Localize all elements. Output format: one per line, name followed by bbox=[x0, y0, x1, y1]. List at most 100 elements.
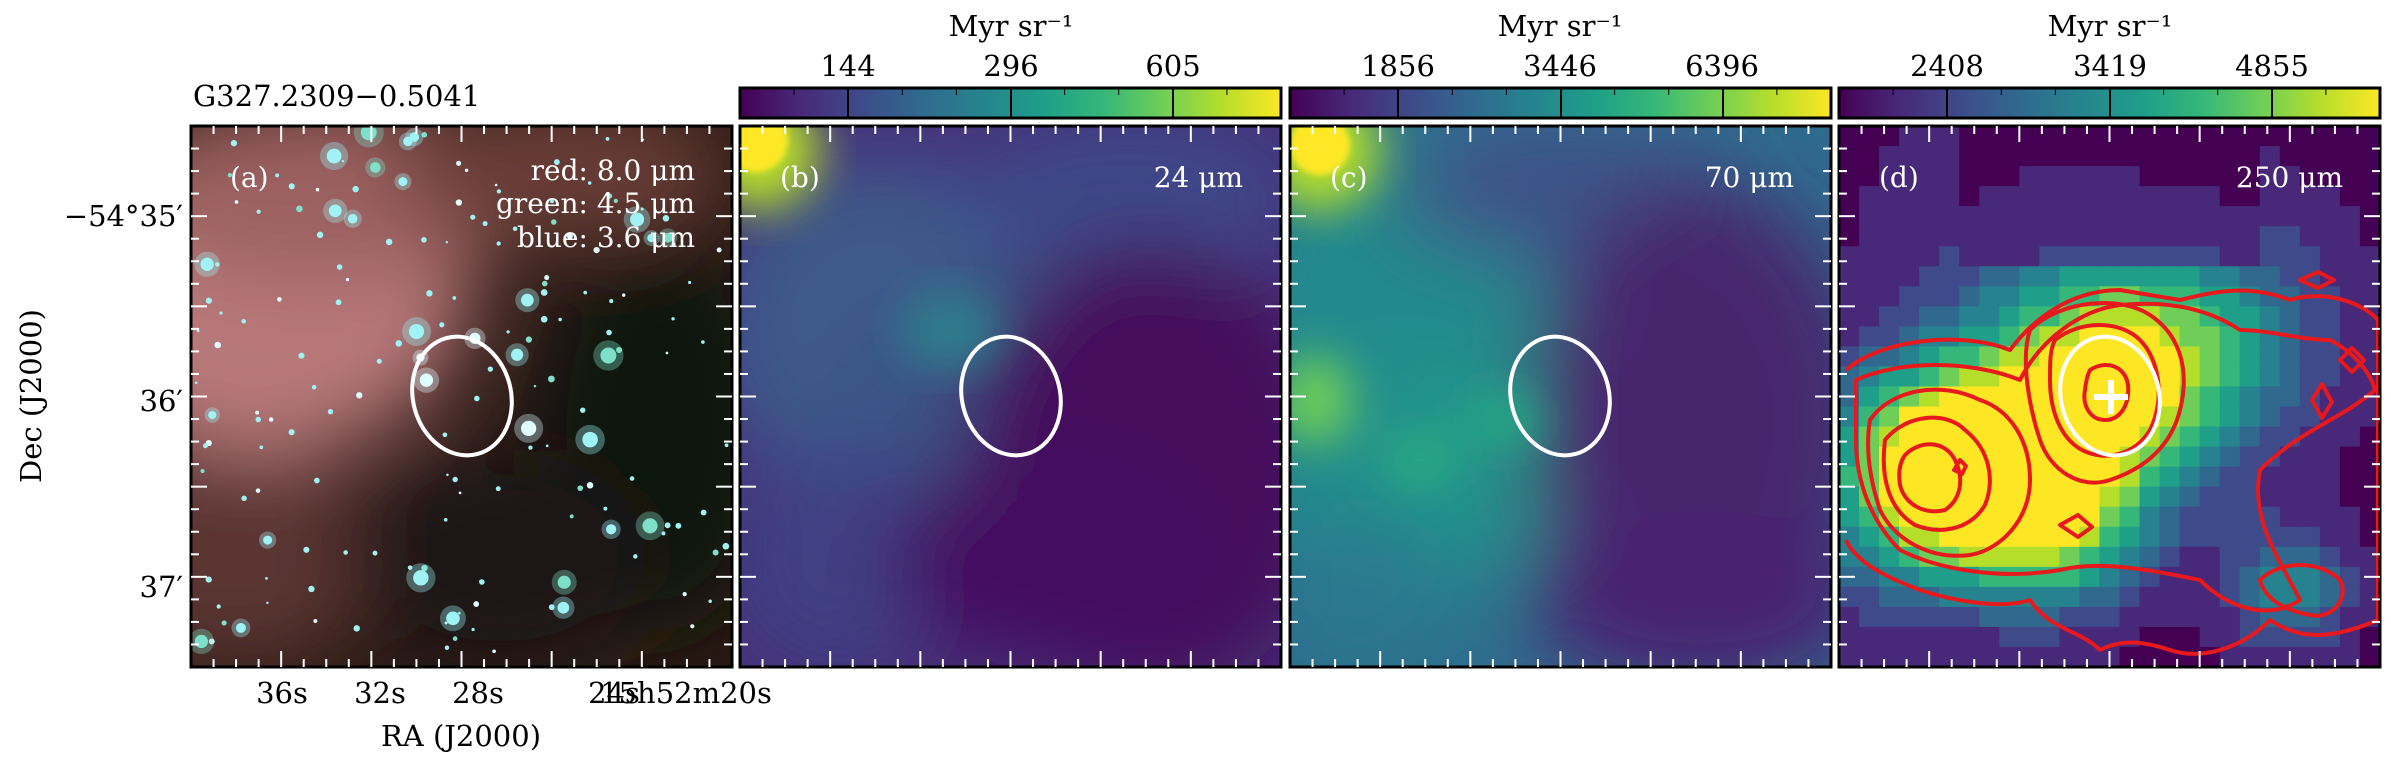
colorbar-unit: Myr sr⁻¹ bbox=[1498, 9, 1623, 43]
map-pixel bbox=[2219, 606, 2241, 628]
star bbox=[521, 420, 537, 436]
map-pixel bbox=[2099, 506, 2121, 528]
star bbox=[316, 231, 324, 239]
map-pixel bbox=[1999, 346, 2020, 368]
wavelength-label-b: 24 μm bbox=[1154, 161, 1243, 194]
map-pixel bbox=[1919, 166, 1940, 187]
star bbox=[443, 517, 448, 522]
map-pixel bbox=[1879, 226, 1900, 247]
map-pixel bbox=[2319, 506, 2341, 528]
map-pixel bbox=[1999, 166, 2020, 187]
star bbox=[510, 348, 524, 361]
star bbox=[629, 476, 635, 481]
map-pixel bbox=[1839, 586, 1860, 608]
map-pixel bbox=[2099, 306, 2121, 327]
map-pixel bbox=[1859, 126, 1880, 147]
star bbox=[470, 214, 476, 220]
map-pixel bbox=[2239, 226, 2261, 247]
map-pixel bbox=[2319, 306, 2341, 327]
star bbox=[298, 352, 305, 359]
map-pixel bbox=[1979, 166, 2000, 187]
star bbox=[506, 330, 510, 334]
map-pixel bbox=[2199, 186, 2221, 207]
map-pixel bbox=[1839, 306, 1860, 327]
map-pixel bbox=[1979, 286, 2000, 307]
map-pixel bbox=[2159, 466, 2181, 488]
star-field bbox=[191, 126, 730, 655]
map-pixel bbox=[2059, 606, 2081, 628]
map-pixel bbox=[2239, 266, 2261, 287]
map-pixel bbox=[2299, 626, 2321, 648]
map-pixel bbox=[2339, 386, 2361, 408]
map-pixel bbox=[2179, 346, 2201, 368]
map-pixel bbox=[2159, 546, 2181, 568]
map-pixel bbox=[2099, 346, 2121, 368]
map-pixel bbox=[1919, 606, 1940, 628]
map-pixel bbox=[1959, 606, 1980, 628]
map-pixel bbox=[2099, 546, 2121, 568]
map-pixel bbox=[2079, 406, 2101, 428]
map-pixel bbox=[2359, 506, 2380, 528]
source-ellipse bbox=[2058, 334, 2162, 458]
star bbox=[219, 311, 223, 315]
map-pixel bbox=[2039, 586, 2061, 608]
map-pixel bbox=[2219, 346, 2241, 368]
panel-d-ticks bbox=[1839, 126, 2380, 667]
map-pixel bbox=[2319, 626, 2341, 648]
map-pixel bbox=[2279, 226, 2301, 247]
map-pixel bbox=[1879, 546, 1900, 568]
star bbox=[421, 132, 428, 138]
star bbox=[545, 444, 549, 448]
star bbox=[606, 524, 617, 535]
map-pixel bbox=[2319, 246, 2341, 267]
star bbox=[314, 477, 320, 484]
map-pixel bbox=[2039, 246, 2061, 267]
ra-tick-label: 32s bbox=[354, 676, 406, 710]
star bbox=[343, 550, 348, 555]
star bbox=[662, 215, 670, 222]
star bbox=[474, 395, 480, 402]
star bbox=[496, 189, 502, 194]
map-pixel bbox=[2339, 326, 2361, 348]
map-pixel bbox=[1919, 186, 1940, 207]
map-pixel bbox=[2219, 146, 2241, 167]
star bbox=[580, 407, 586, 413]
map-pixel bbox=[2119, 466, 2141, 488]
map-pixel bbox=[2019, 646, 2040, 667]
map-pixel bbox=[2119, 126, 2141, 147]
map-pixel bbox=[2299, 166, 2321, 187]
map-pixel bbox=[1879, 606, 1900, 628]
star bbox=[452, 636, 458, 641]
map-pixel bbox=[2199, 506, 2221, 528]
source-ellipse bbox=[959, 334, 1063, 458]
map-pixel bbox=[2299, 506, 2321, 528]
map-pixel bbox=[2239, 546, 2261, 568]
map-pixel bbox=[2219, 246, 2241, 267]
ra-tick-label: 15h52m20s bbox=[600, 676, 772, 710]
map-pixel bbox=[2259, 166, 2281, 187]
map-pixel bbox=[2159, 586, 2181, 608]
colorbar-unit: Myr sr⁻¹ bbox=[949, 9, 1074, 43]
map-pixel bbox=[2119, 566, 2141, 588]
map-pixel bbox=[2259, 206, 2281, 227]
map-pixel bbox=[1939, 646, 1960, 667]
map-pixel bbox=[2199, 446, 2221, 468]
star bbox=[688, 280, 692, 285]
map-pixel bbox=[2059, 246, 2081, 267]
map-pixel bbox=[2199, 326, 2221, 348]
map-pixel bbox=[2359, 126, 2380, 147]
map-pixel bbox=[2319, 146, 2341, 167]
map-pixel bbox=[1859, 626, 1880, 648]
map-pixel bbox=[1919, 366, 1940, 388]
star bbox=[259, 445, 264, 450]
map-pixel bbox=[2179, 166, 2201, 187]
map-pixel bbox=[2019, 186, 2040, 207]
map-pixel bbox=[1979, 606, 2000, 628]
map-pixel bbox=[2079, 626, 2101, 648]
map-pixel bbox=[2139, 206, 2161, 227]
map-pixel bbox=[2359, 246, 2380, 267]
map-pixel bbox=[2119, 506, 2141, 528]
map-pixel bbox=[2299, 346, 2321, 368]
source-ellipse bbox=[410, 334, 514, 458]
map-pixel bbox=[1979, 126, 2000, 147]
